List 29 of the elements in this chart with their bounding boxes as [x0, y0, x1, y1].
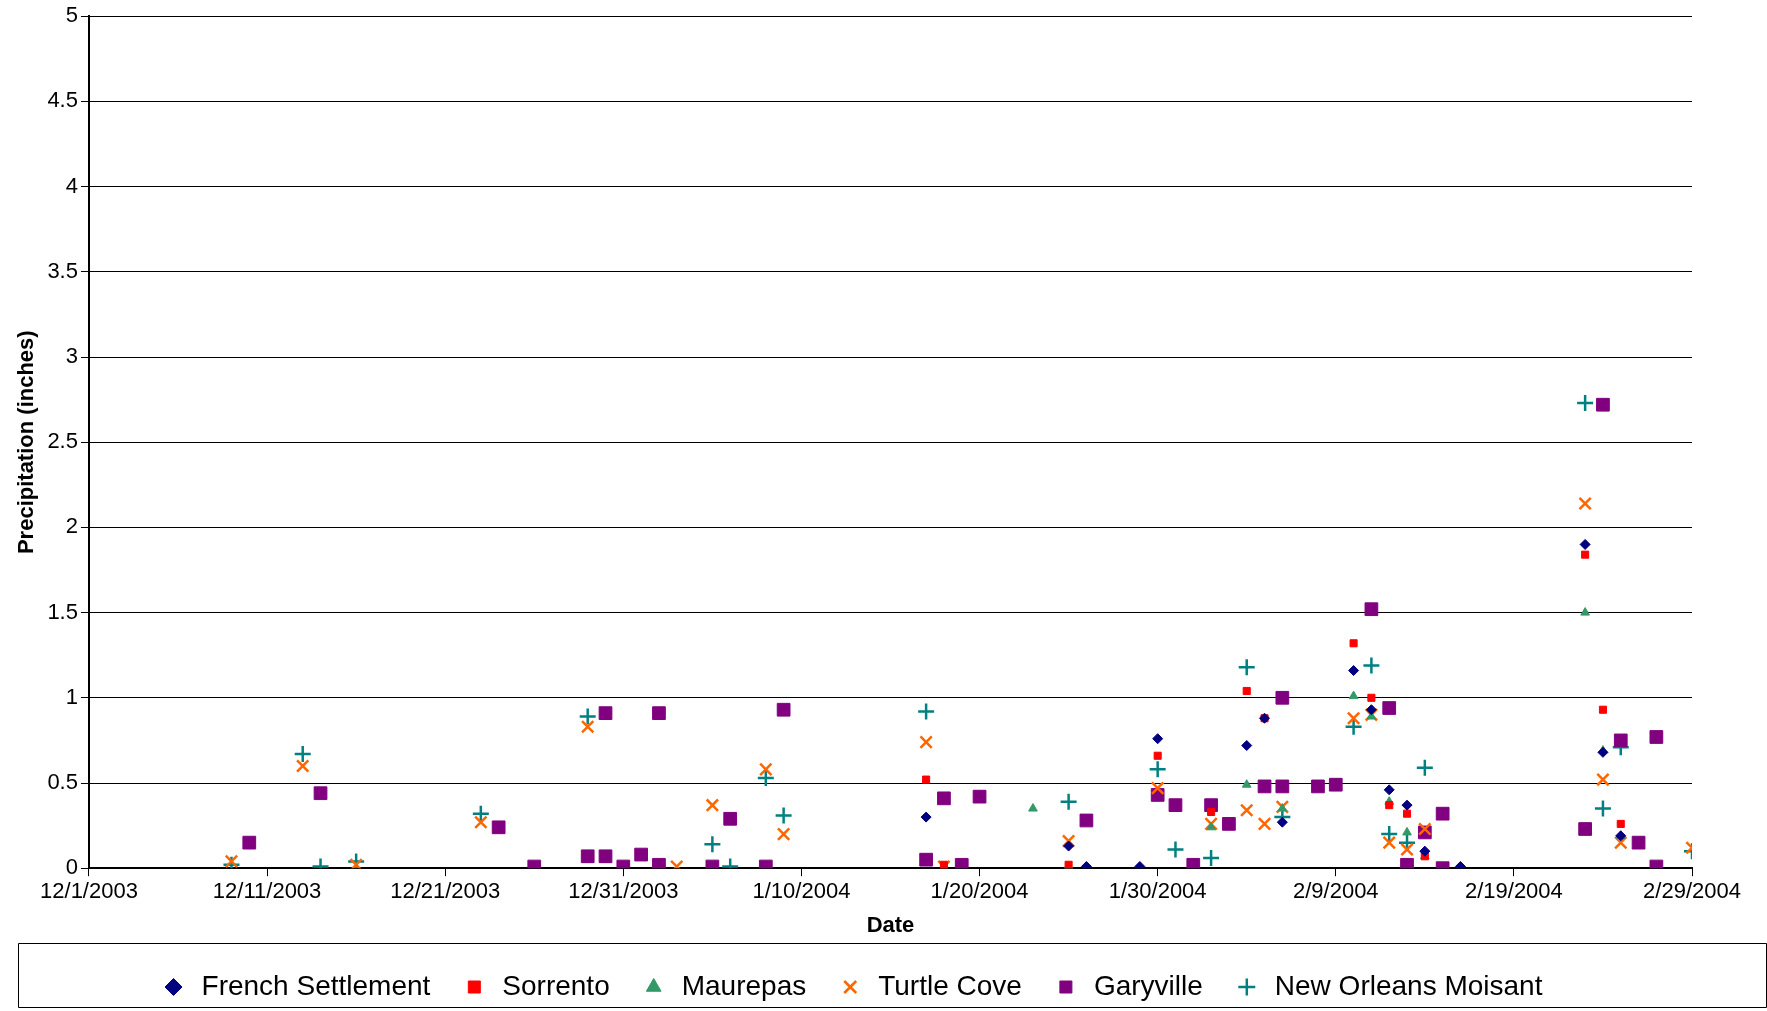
x-tick-label: 2/19/2004 — [1464, 878, 1563, 904]
y-tick-label: 2 — [65, 513, 78, 539]
legend-label: Maurepas — [681, 969, 807, 1001]
x-tick-label: 2/29/2004 — [1643, 878, 1741, 904]
legend-label: Turtle Cove — [878, 969, 1022, 1001]
y-axis-title: Precipitation (inches) — [13, 330, 39, 555]
y-tick-label: 4.5 — [47, 87, 78, 113]
y-tick-label: 1.5 — [47, 598, 78, 624]
legend-label: Sorrento — [502, 969, 610, 1001]
x-tick-label: 12/21/2003 — [390, 878, 501, 904]
legend-label: Garyville — [1093, 969, 1203, 1001]
x-tick-label: 1/10/2004 — [752, 878, 851, 904]
legend-label: New Orleans Moisant — [1274, 969, 1543, 1001]
x-tick-label: 12/1/2003 — [40, 878, 138, 904]
x-tick-label: 1/30/2004 — [1108, 878, 1207, 904]
y-tick-label: 5 — [65, 2, 78, 28]
legend-label: French Settlement — [201, 969, 431, 1001]
y-tick-label: 0.5 — [47, 769, 78, 795]
x-tick-label: 1/20/2004 — [930, 878, 1029, 904]
y-tick-label: 2.5 — [47, 428, 78, 454]
x-tick-label: 12/31/2003 — [568, 878, 679, 904]
x-tick-label: 12/11/2003 — [212, 878, 322, 904]
y-tick-label: 3.5 — [47, 257, 78, 283]
x-axis-title: Date — [866, 911, 915, 937]
x-tick-label: 2/9/2004 — [1292, 878, 1379, 904]
y-tick-label: 3 — [65, 343, 78, 369]
y-tick-label: 0 — [65, 854, 78, 880]
y-tick-label: 4 — [65, 172, 78, 198]
y-tick-label: 1 — [65, 683, 78, 709]
